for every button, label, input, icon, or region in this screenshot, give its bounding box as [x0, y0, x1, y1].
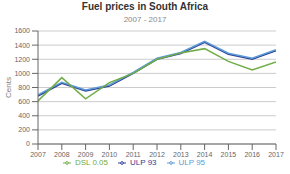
html-text:2007 - 2017: 2007 - 2017	[123, 15, 167, 24]
svg-text:800: 800	[18, 84, 30, 91]
svg-text:1600: 1600	[14, 27, 30, 34]
svg-text:2017: 2017	[268, 151, 282, 158]
svg-text:1400: 1400	[14, 42, 30, 49]
html-text:DSL 0.05: DSL 0.05	[74, 158, 108, 167]
svg-text:400: 400	[18, 112, 30, 119]
html-text:Fuel prices in South Africa: Fuel prices in South Africa	[81, 1, 209, 12]
svg-text:2014: 2014	[197, 151, 213, 158]
svg-text:2008: 2008	[54, 151, 70, 158]
html-text:ULP 95: ULP 95	[178, 158, 206, 167]
html-text:ULP 93: ULP 93	[130, 158, 157, 167]
svg-text:200: 200	[18, 126, 30, 133]
svg-text:1200: 1200	[14, 56, 30, 63]
svg-text:2013: 2013	[173, 151, 189, 158]
svg-text:2015: 2015	[221, 151, 237, 158]
svg-text:2012: 2012	[149, 151, 165, 158]
svg-text:2009: 2009	[78, 151, 94, 158]
svg-text:0: 0	[26, 140, 30, 147]
svg-text:2010: 2010	[102, 151, 118, 158]
svg-text:2016: 2016	[244, 151, 260, 158]
svg-text:1000: 1000	[14, 70, 30, 77]
svg-text:Cents: Cents	[8, 77, 13, 98]
svg-text:2011: 2011	[126, 151, 141, 158]
svg-text:2007: 2007	[30, 151, 46, 158]
svg-text:600: 600	[18, 98, 30, 105]
